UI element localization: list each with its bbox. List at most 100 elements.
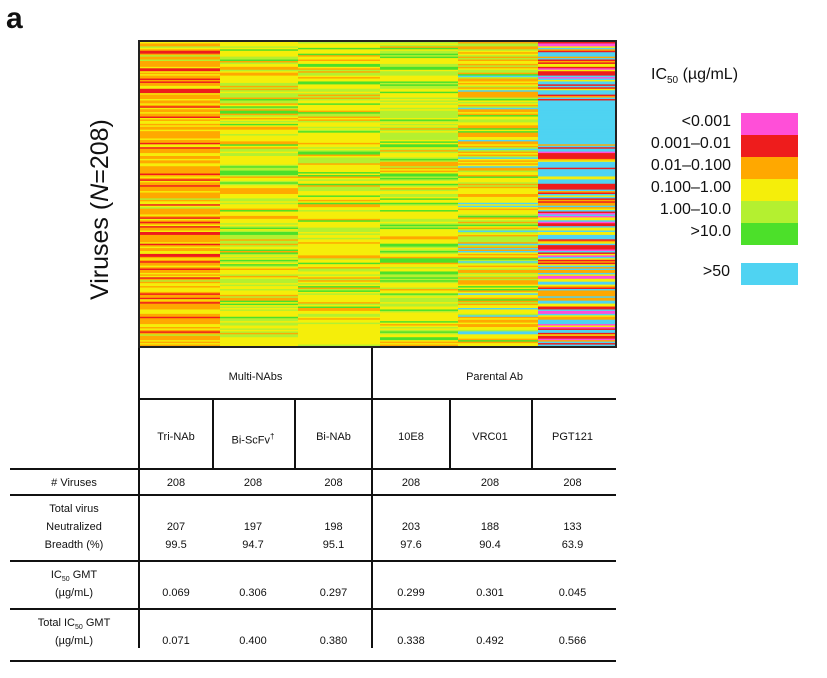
heatmap-cell <box>538 173 615 176</box>
heatmap-cell <box>380 218 458 221</box>
heatmap-cell <box>538 179 615 182</box>
heatmap-cell <box>140 204 220 207</box>
heatmap-cell <box>458 302 538 305</box>
heatmap-cell <box>538 205 615 208</box>
heatmap-cell <box>380 281 458 284</box>
heatmap-cell <box>140 217 220 220</box>
heatmap-cell <box>538 310 615 313</box>
heatmap-cell <box>380 139 458 142</box>
heatmap-cell <box>298 328 380 331</box>
heatmap-cell <box>298 343 380 346</box>
heatmap-cell <box>220 107 298 110</box>
heatmap-cell <box>380 177 458 180</box>
heatmap-cell <box>380 343 458 346</box>
heatmap-cell <box>220 71 298 74</box>
heatmap-cell <box>380 42 458 45</box>
heatmap-cell <box>538 239 615 242</box>
heatmap-cell <box>538 227 615 230</box>
heatmap-cell <box>298 234 380 237</box>
heatmap-cell <box>458 303 538 306</box>
heatmap-cell <box>220 328 298 331</box>
heatmap-cell <box>298 179 380 182</box>
heatmap-cell <box>538 118 615 121</box>
heatmap-cell <box>538 103 615 106</box>
heatmap-cell <box>538 344 615 346</box>
heatmap-cell <box>220 43 298 46</box>
heatmap-cell <box>220 46 298 49</box>
heatmap-cell <box>220 55 298 58</box>
heatmap-cell <box>140 50 220 53</box>
heatmap-cell <box>140 218 220 221</box>
heatmap-cell <box>220 58 298 61</box>
heatmap-cell <box>380 264 458 267</box>
heatmap-cell <box>380 123 458 126</box>
heatmap-cell <box>298 297 380 300</box>
heatmap-cell <box>140 331 220 334</box>
heatmap-cell <box>458 264 538 267</box>
heatmap-cell <box>220 120 298 123</box>
heatmap-cell <box>458 243 538 246</box>
heatmap-cell <box>220 287 298 290</box>
heatmap-cell <box>458 52 538 55</box>
heatmap-cell <box>298 147 380 150</box>
heatmap-cell <box>380 329 458 332</box>
heatmap-cell <box>220 248 298 251</box>
heatmap-cell <box>458 261 538 264</box>
heatmap-cell <box>538 325 615 328</box>
heatmap-cell <box>380 56 458 59</box>
heatmap-cell <box>538 202 615 205</box>
heatmap-cell <box>380 287 458 290</box>
heatmap-cell <box>140 233 220 236</box>
heatmap-cell <box>140 163 220 166</box>
heatmap-cell <box>458 189 538 192</box>
heatmap-cell <box>298 268 380 271</box>
heatmap-cell <box>140 335 220 338</box>
heatmap-cell <box>380 91 458 94</box>
heatmap-cell <box>298 195 380 198</box>
heatmap-cell <box>380 71 458 74</box>
heatmap-cell <box>380 306 458 309</box>
row-label: Breadth (%) <box>44 539 104 551</box>
heatmap-cell <box>380 49 458 52</box>
heatmap-cell <box>220 100 298 103</box>
heatmap-cell <box>380 205 458 208</box>
heatmap-cell <box>380 55 458 58</box>
heatmap-cell <box>140 43 220 46</box>
heatmap-cell <box>538 75 615 78</box>
heatmap-cell <box>380 81 458 84</box>
heatmap-cell <box>298 42 380 45</box>
heatmap-cell <box>220 103 298 106</box>
heatmap-cell <box>298 161 380 164</box>
heatmap-cell <box>538 294 615 297</box>
heatmap-cell <box>380 310 458 313</box>
heatmap-cell <box>220 215 298 218</box>
table-cell-value: 0.306 <box>239 587 267 599</box>
heatmap-cell <box>380 271 458 274</box>
heatmap-cell <box>298 324 380 327</box>
heatmap-cell <box>380 316 458 319</box>
heatmap-cell <box>380 182 458 185</box>
heatmap-cell <box>220 139 298 142</box>
heatmap-cell <box>220 132 298 135</box>
heatmap-cell <box>140 104 220 107</box>
heatmap-cell <box>380 313 458 316</box>
heatmap-cell <box>458 262 538 265</box>
heatmap-cell <box>140 175 220 178</box>
heatmap-cell <box>220 119 298 122</box>
heatmap-cell <box>380 256 458 259</box>
heatmap-cell <box>458 81 538 84</box>
heatmap-cell <box>380 172 458 175</box>
heatmap-cell <box>538 119 615 122</box>
heatmap-cell <box>298 129 380 132</box>
heatmap-cell <box>140 243 220 246</box>
heatmap-cell <box>458 297 538 300</box>
heatmap-cell <box>140 234 220 237</box>
heatmap-cell <box>298 74 380 77</box>
heatmap-cell <box>220 283 298 286</box>
column-header: 10E8 <box>398 431 424 443</box>
heatmap-cell <box>380 246 458 249</box>
heatmap-cell <box>298 115 380 118</box>
heatmap-cell <box>220 207 298 210</box>
heatmap-cell <box>140 172 220 175</box>
heatmap-cell <box>458 344 538 346</box>
